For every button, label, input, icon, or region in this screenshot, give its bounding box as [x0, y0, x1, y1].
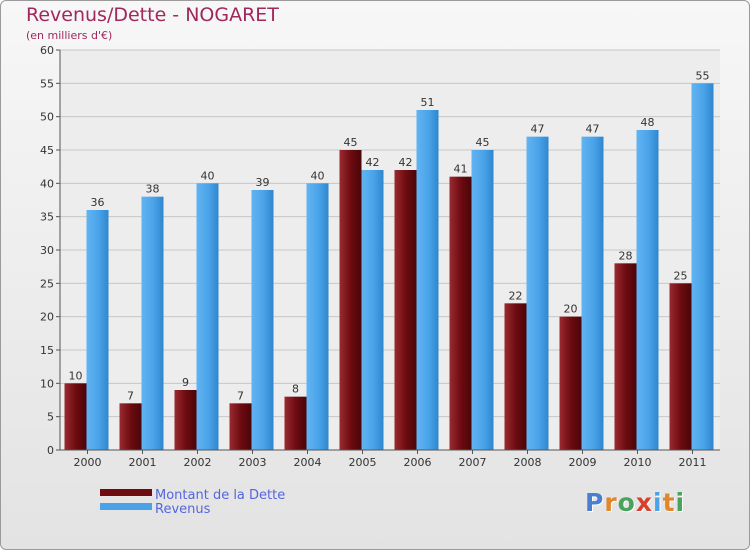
logo-letter: t — [662, 488, 676, 517]
data-label-debt-2004: 8 — [292, 383, 299, 396]
y-tick-label: 0 — [47, 444, 54, 457]
logo-letter: x — [635, 488, 653, 517]
bar-debt-2000 — [64, 383, 87, 450]
x-tick-label: 2009 — [569, 456, 597, 469]
y-tick-label: 60 — [40, 44, 54, 57]
bar-debt-2002 — [174, 390, 197, 450]
legend-swatch-debt — [100, 489, 152, 496]
data-label-revenue-2000: 36 — [91, 196, 105, 209]
bar-debt-2008 — [504, 303, 527, 450]
x-axis: 2000 2001 2002 2003 2004 2005 2006 2007 2008 2009… — [60, 449, 720, 469]
x-tick-label: 2007 — [459, 456, 487, 469]
bar-debt-2007 — [449, 176, 472, 450]
logo-letter: P — [585, 488, 605, 517]
data-label-debt-2011: 25 — [674, 269, 688, 282]
logo-letter: r — [604, 488, 618, 517]
bar-debt-2006 — [394, 170, 417, 450]
grid-lines — [60, 49, 720, 450]
y-tick-label: 55 — [40, 77, 54, 90]
bar-revenue-2006 — [416, 110, 439, 450]
x-tick-label: 2010 — [624, 456, 652, 469]
x-tick-label: 2004 — [294, 456, 322, 469]
legend-label-debt: Montant de la Dette — [155, 488, 285, 503]
y-tick-label: 45 — [40, 144, 54, 157]
data-label-revenue-2005: 42 — [366, 156, 380, 169]
y-tick-label: 15 — [40, 344, 54, 357]
chart-title: Revenus/Dette - NOGARET — [26, 4, 279, 26]
data-label-debt-2005: 45 — [344, 136, 358, 149]
bar-revenue-2003 — [251, 190, 274, 450]
legend-swatch-revenue — [100, 503, 152, 510]
data-label-revenue-2011: 55 — [696, 69, 710, 82]
bar-revenue-2010 — [636, 130, 659, 450]
x-tick-label: 2002 — [184, 456, 212, 469]
bar-revenue-2007 — [471, 150, 494, 450]
data-label-debt-2009: 20 — [564, 303, 578, 316]
y-tick-label: 35 — [40, 211, 54, 224]
data-label-revenue-2004: 40 — [311, 169, 325, 182]
bar-debt-2011 — [669, 283, 692, 450]
bar-revenue-2009 — [581, 136, 604, 450]
data-label-revenue-2006: 51 — [421, 96, 435, 109]
bar-debt-2009 — [559, 316, 582, 450]
proxiti-logo: Proxiti — [585, 488, 685, 517]
logo-letter: i — [653, 488, 663, 517]
data-label-debt-2003: 7 — [237, 389, 244, 402]
data-label-revenue-2001: 38 — [146, 183, 160, 196]
bar-revenue-2001 — [141, 196, 164, 450]
x-tick-label: 2003 — [239, 456, 267, 469]
y-tick-label: 5 — [47, 411, 54, 424]
x-tick-label: 2005 — [349, 456, 377, 469]
legend-label-revenue: Revenus — [155, 502, 211, 517]
bar-revenue-2002 — [196, 183, 219, 451]
data-label-revenue-2010: 48 — [641, 116, 655, 129]
data-label-revenue-2003: 39 — [256, 176, 270, 189]
data-label-debt-2007: 41 — [454, 163, 468, 176]
y-tick-label: 30 — [40, 244, 54, 257]
bar-revenue-2004 — [306, 183, 329, 451]
x-tick-label: 2001 — [129, 456, 157, 469]
y-tick-label: 50 — [40, 111, 54, 124]
y-tick-label: 10 — [40, 377, 54, 390]
y-axis: 0 5 10 15 20 25 30 35 40 45 50 55 60 — [40, 44, 61, 457]
bar-revenue-2011 — [691, 83, 714, 450]
data-label-debt-2008: 22 — [509, 289, 523, 302]
bar-revenue-2005 — [361, 170, 384, 450]
bar-revenue-2000 — [86, 210, 109, 450]
data-label-debt-2002: 9 — [182, 376, 189, 389]
y-tick-label: 25 — [40, 277, 54, 290]
bar-debt-2005 — [339, 150, 362, 450]
x-tick-label: 2008 — [514, 456, 542, 469]
data-label-debt-2001: 7 — [127, 389, 134, 402]
y-tick-label: 40 — [40, 177, 54, 190]
logo-letter: i — [675, 488, 686, 517]
chart-subtitle: (en milliers d'€) — [26, 29, 113, 42]
bar-debt-2004 — [284, 396, 307, 450]
bar-debt-2001 — [119, 403, 142, 450]
data-label-revenue-2002: 40 — [201, 169, 215, 182]
data-label-revenue-2007: 45 — [476, 136, 490, 149]
bar-debt-2003 — [229, 403, 252, 450]
data-label-debt-2010: 28 — [619, 249, 633, 262]
logo-letter: o — [617, 488, 636, 517]
y-tick-label: 20 — [40, 311, 54, 324]
data-label-revenue-2009: 47 — [586, 123, 600, 136]
data-label-debt-2000: 10 — [69, 369, 83, 382]
x-tick-label: 2006 — [404, 456, 432, 469]
bars: 10 36 7 38 9 40 7 39 8 40 45 42 42 51 41 45 22 47 20 47 28 48… — [64, 69, 714, 451]
bar-revenue-2008 — [526, 136, 549, 450]
data-label-debt-2006: 42 — [399, 156, 413, 169]
x-tick-label: 2000 — [74, 456, 102, 469]
x-tick-label: 2011 — [679, 456, 707, 469]
data-label-revenue-2008: 47 — [531, 123, 545, 136]
bar-debt-2010 — [614, 263, 637, 450]
